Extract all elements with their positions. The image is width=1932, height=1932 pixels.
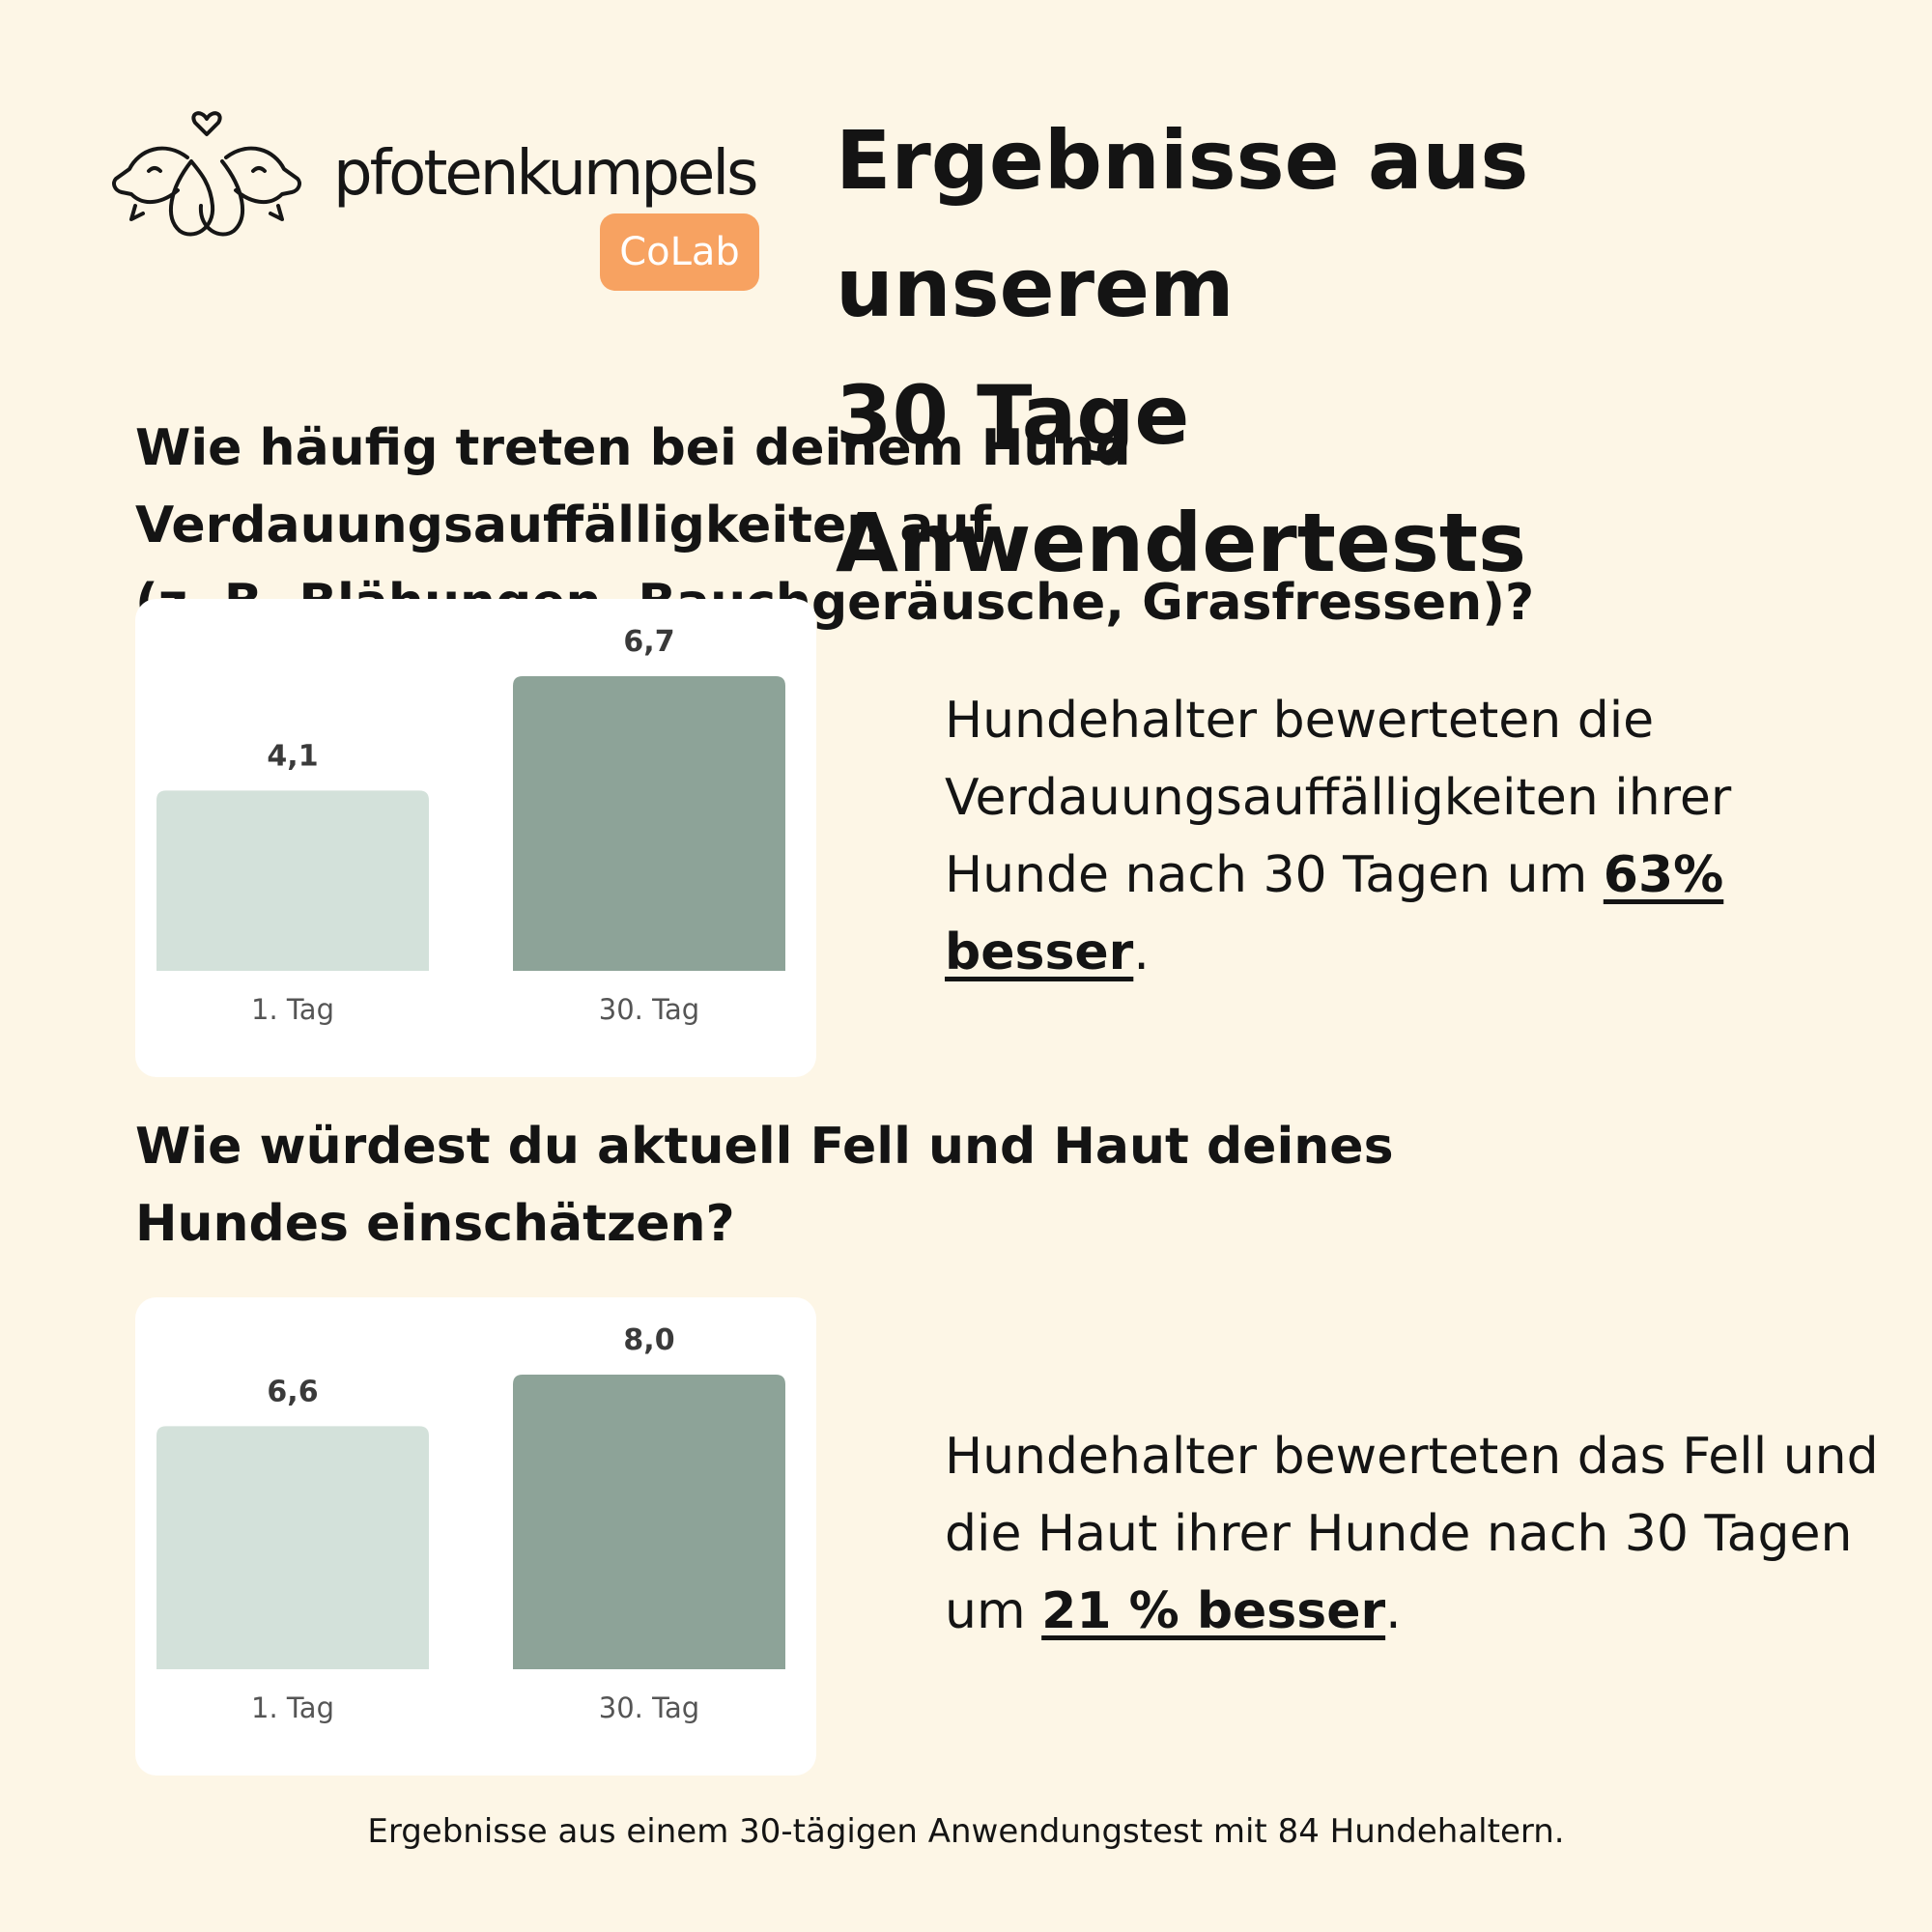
brand-logo: pfotenkumpels CoLab xyxy=(106,101,782,295)
result-digestion-text: Hundehalter bewerteten die Verdauungsauf… xyxy=(945,692,1732,904)
bar-day-1 xyxy=(156,1426,429,1669)
value-label: 8,0 xyxy=(623,1323,674,1357)
result-coat-skin-highlight: 21 % besser xyxy=(1041,1582,1386,1640)
category-label: 30. Tag xyxy=(599,1691,699,1724)
result-digestion-highlight: 63% besser xyxy=(945,846,1724,981)
result-coat-skin-text: Hundehalter bewerteten das Fell und die … xyxy=(945,1428,1879,1640)
result-coat-skin: Hundehalter bewerteten das Fell und die … xyxy=(945,1418,1891,1650)
chart-digestion: 4,1 1. Tag 6,7 30. Tag xyxy=(135,599,816,1077)
result-digestion-end: . xyxy=(1133,923,1150,981)
two-dogs-heart-icon xyxy=(112,111,301,237)
value-label: 4,1 xyxy=(267,739,318,773)
bar-chart-coat-skin: 6,6 1. Tag 8,0 30. Tag xyxy=(156,1323,785,1724)
brand-name: pfotenkumpels xyxy=(333,138,758,210)
footnote: Ergebnisse aus einem 30-tägigen Anwendun… xyxy=(367,1812,1565,1851)
bar-day-30 xyxy=(513,676,785,971)
bar-day-1 xyxy=(156,790,429,971)
result-digestion: Hundehalter bewerteten die Verdauungsauf… xyxy=(945,682,1891,991)
value-label: 6,7 xyxy=(623,625,674,659)
question-coat-skin: Wie würdest du aktuell Fell und Haut dei… xyxy=(135,1118,1394,1253)
bar-chart-digestion: 4,1 1. Tag 6,7 30. Tag xyxy=(156,625,785,1026)
colab-badge: CoLab xyxy=(600,213,759,291)
bar-day-30 xyxy=(513,1375,785,1669)
category-label: 1. Tag xyxy=(251,1691,334,1724)
category-label: 30. Tag xyxy=(599,993,699,1026)
result-coat-skin-end: . xyxy=(1385,1582,1402,1640)
category-label: 1. Tag xyxy=(251,993,334,1026)
chart-coat-skin: 6,6 1. Tag 8,0 30. Tag xyxy=(135,1297,816,1776)
value-label: 6,6 xyxy=(267,1375,318,1408)
page-title: Ergebnisse aus unserem 30 Tage Anwendert… xyxy=(836,113,1529,590)
